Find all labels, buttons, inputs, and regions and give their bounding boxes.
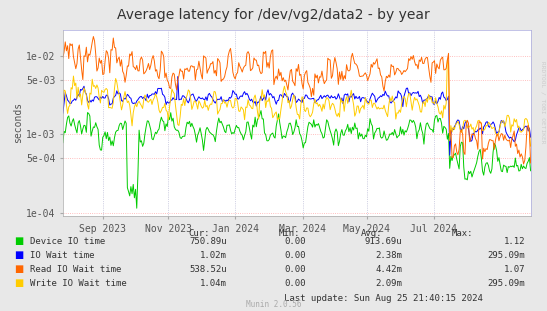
Text: Device IO time: Device IO time	[30, 237, 106, 245]
Text: IO Wait time: IO Wait time	[30, 251, 95, 259]
Text: ■: ■	[14, 264, 23, 274]
Text: 4.42m: 4.42m	[375, 265, 402, 273]
Text: 2.38m: 2.38m	[375, 251, 402, 259]
Text: 538.52u: 538.52u	[189, 265, 227, 273]
Text: 1.02m: 1.02m	[200, 251, 227, 259]
Text: RRDTOOL / TOBI OETIKER: RRDTOOL / TOBI OETIKER	[541, 61, 546, 144]
Text: 1.04m: 1.04m	[200, 279, 227, 287]
Text: 750.89u: 750.89u	[189, 237, 227, 245]
Text: 0.00: 0.00	[285, 279, 306, 287]
Text: 0.00: 0.00	[285, 237, 306, 245]
Text: 913.69u: 913.69u	[364, 237, 402, 245]
Text: 2.09m: 2.09m	[375, 279, 402, 287]
Text: Write IO Wait time: Write IO Wait time	[30, 279, 127, 287]
Text: Cur:: Cur:	[189, 229, 210, 238]
Text: 0.00: 0.00	[285, 265, 306, 273]
Text: Read IO Wait time: Read IO Wait time	[30, 265, 121, 273]
Text: Average latency for /dev/vg2/data2 - by year: Average latency for /dev/vg2/data2 - by …	[117, 8, 430, 22]
Text: Min:: Min:	[279, 229, 300, 238]
Text: 1.07: 1.07	[504, 265, 525, 273]
Text: Munin 2.0.56: Munin 2.0.56	[246, 299, 301, 309]
Text: 295.09m: 295.09m	[487, 251, 525, 259]
Text: Avg:: Avg:	[361, 229, 382, 238]
Text: ■: ■	[14, 236, 23, 246]
Text: ■: ■	[14, 278, 23, 288]
Text: ■: ■	[14, 250, 23, 260]
Y-axis label: seconds: seconds	[13, 102, 23, 143]
Text: Max:: Max:	[451, 229, 473, 238]
Text: 0.00: 0.00	[285, 251, 306, 259]
Text: Last update: Sun Aug 25 21:40:15 2024: Last update: Sun Aug 25 21:40:15 2024	[284, 294, 484, 303]
Text: 1.12: 1.12	[504, 237, 525, 245]
Text: 295.09m: 295.09m	[487, 279, 525, 287]
